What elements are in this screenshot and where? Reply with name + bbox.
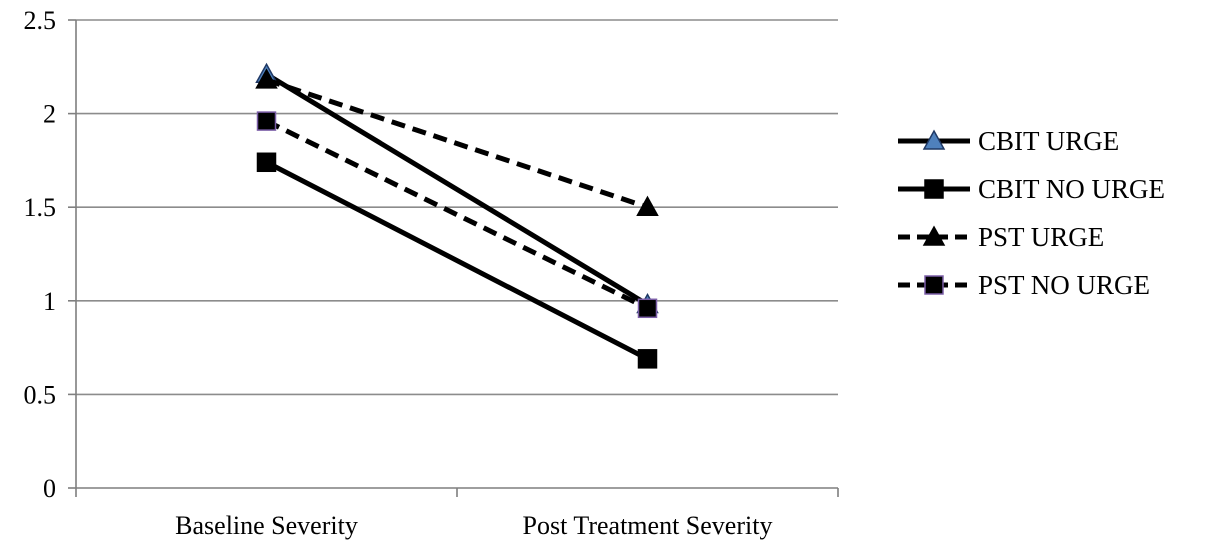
- y-tick-label: 2: [43, 100, 56, 129]
- legend-item: PST URGE: [898, 222, 1104, 252]
- legend-swatch-marker: [924, 179, 944, 199]
- data-point-marker: [636, 195, 659, 216]
- legend-label: PST URGE: [978, 222, 1104, 252]
- y-tick-label: 1: [43, 287, 56, 316]
- legend-label: PST NO URGE: [978, 270, 1150, 300]
- data-point-marker: [255, 68, 278, 89]
- y-tick-label: 1.5: [24, 193, 57, 222]
- data-point-marker: [637, 349, 658, 369]
- x-category-label: Post Treatment Severity: [523, 511, 773, 540]
- data-point-marker: [256, 152, 277, 173]
- legend-item: CBIT URGE: [898, 126, 1119, 156]
- y-tick-label: 0: [43, 474, 56, 503]
- y-tick-label: 0.5: [24, 380, 57, 409]
- series-2: [255, 68, 659, 216]
- data-point-marker: [256, 111, 277, 131]
- series-line: [265, 77, 649, 210]
- series-1: [256, 152, 658, 369]
- series-line: [265, 160, 649, 362]
- gridlines: [76, 19, 838, 396]
- series-line: [265, 118, 649, 311]
- x-category-label: Baseline Severity: [175, 511, 358, 540]
- legend-label: CBIT NO URGE: [978, 174, 1165, 204]
- legend-item: CBIT NO URGE: [898, 174, 1165, 204]
- legend: CBIT URGE CBIT NO URGE PST URGE PST NO URGE: [898, 126, 1165, 300]
- legend-label: CBIT URGE: [978, 126, 1119, 156]
- y-tick-labels: 0 0.5 1 1.5 2 2.5: [24, 6, 57, 503]
- series-3: [256, 111, 658, 319]
- y-tick-label: 2.5: [24, 6, 57, 35]
- series-line: [265, 72, 649, 307]
- series-lines: [255, 62, 659, 369]
- legend-swatch-marker: [922, 225, 946, 246]
- legend-swatch-marker: [922, 129, 946, 150]
- data-point-marker: [637, 298, 658, 319]
- axes: [68, 19, 839, 497]
- legend-swatch-marker: [924, 275, 944, 295]
- legend-item: PST NO URGE: [898, 270, 1150, 300]
- x-category-labels: Baseline Severity Post Treatment Severity: [175, 511, 772, 540]
